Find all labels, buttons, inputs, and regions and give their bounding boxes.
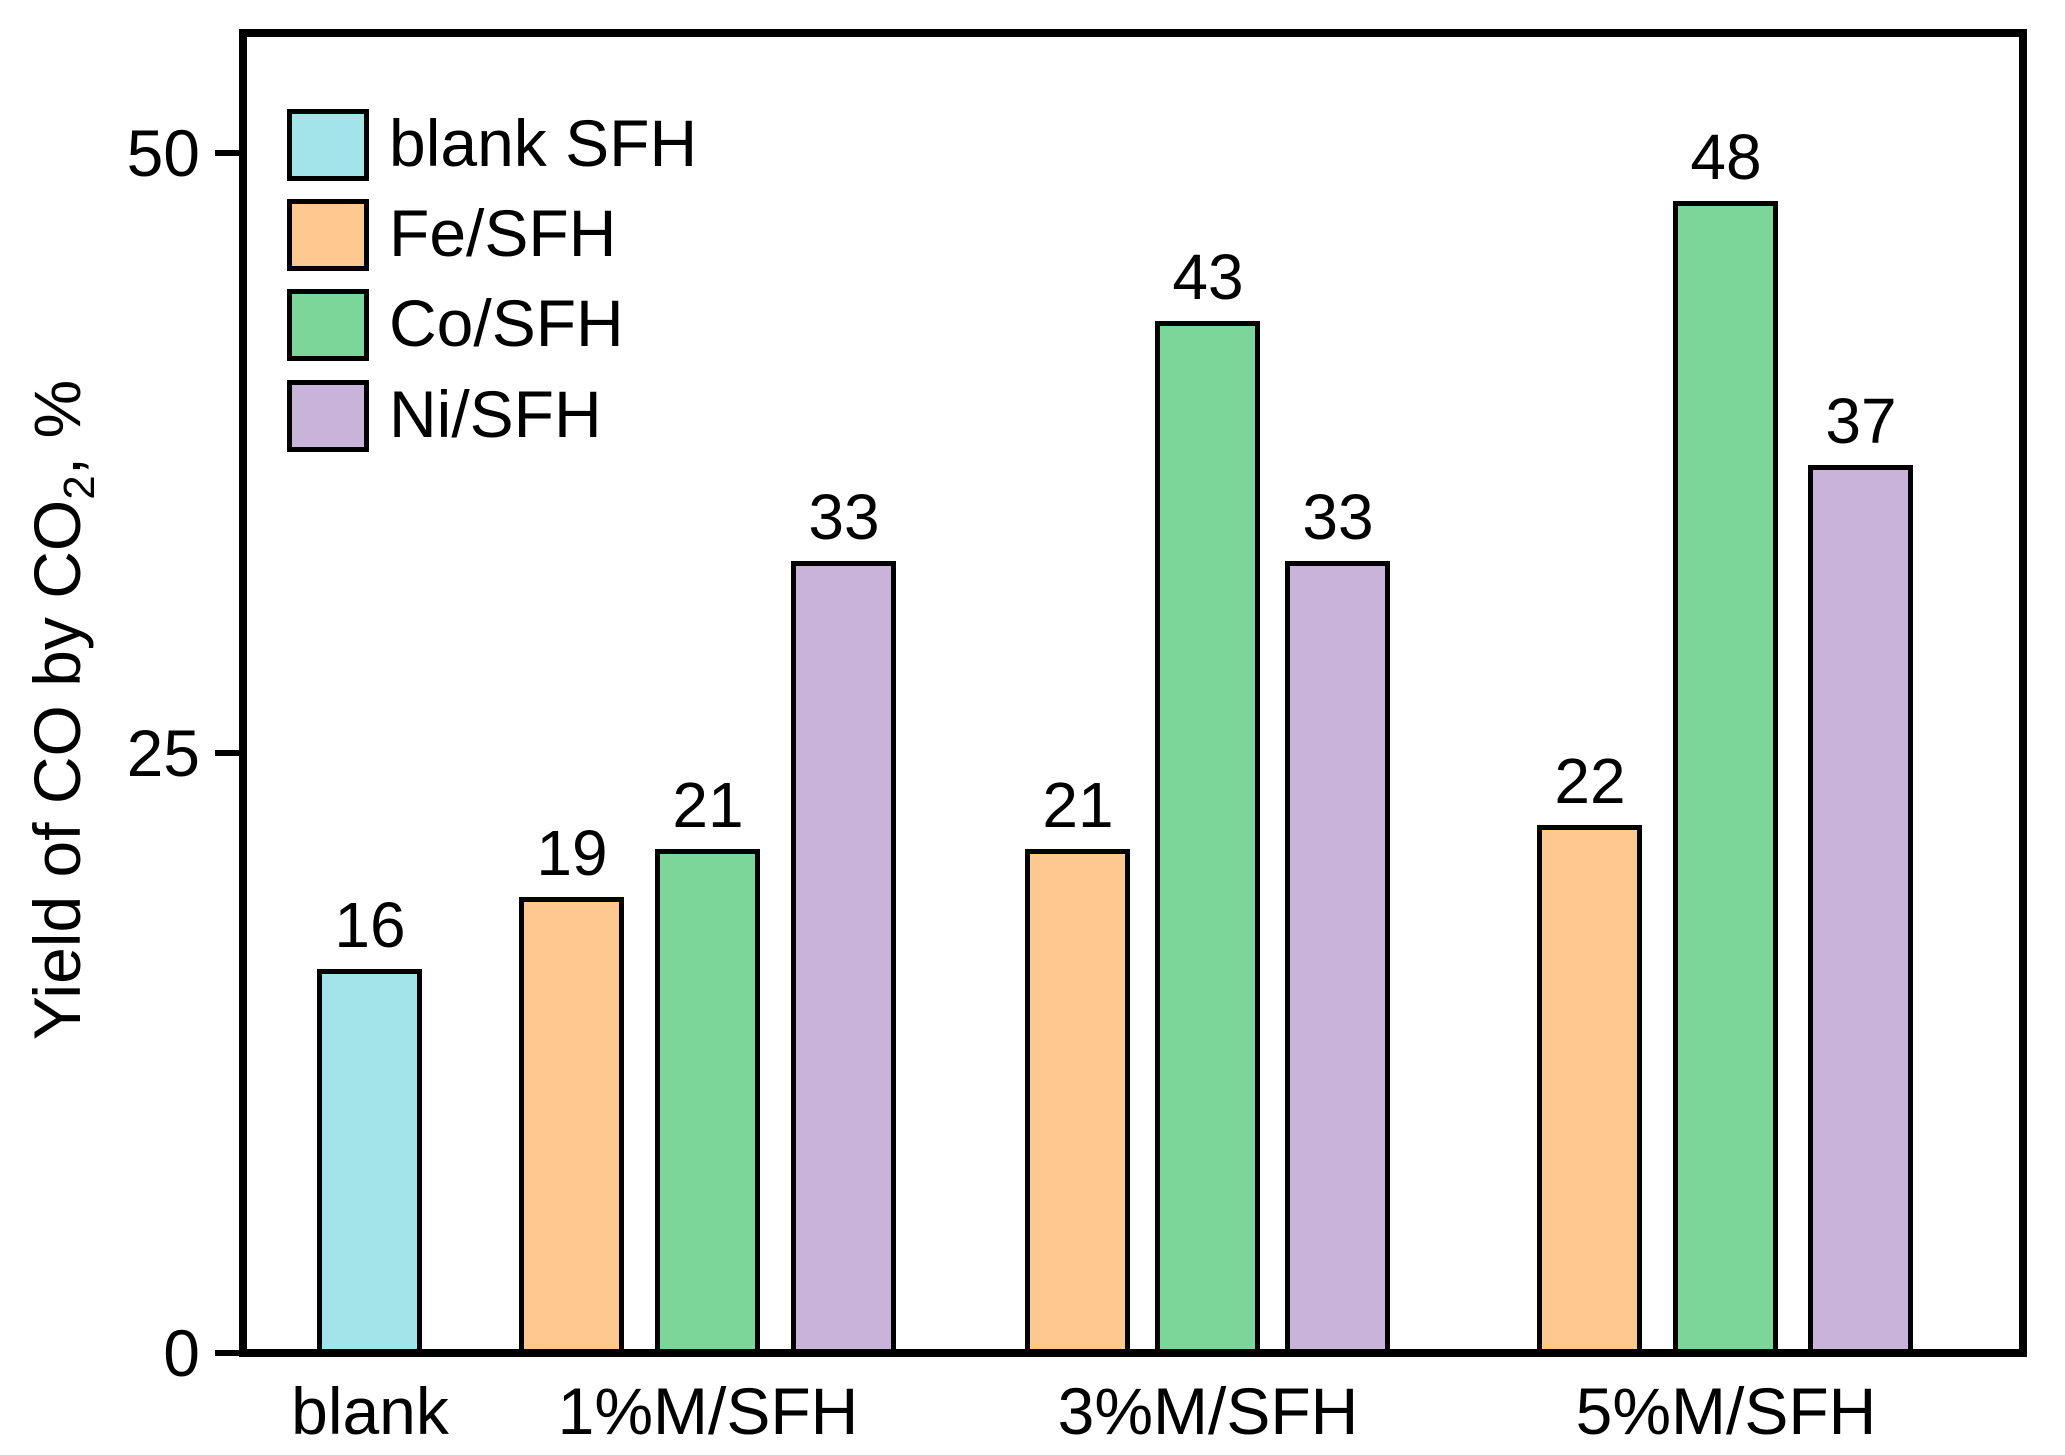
bar-fesfh-5MSFH	[1537, 825, 1642, 1355]
y-tick-label: 25	[126, 716, 200, 790]
legend-label-blanksfh: blank SFH	[389, 106, 698, 180]
bar-cosfh-5MSFH	[1673, 201, 1778, 1355]
y-axis-title: Yield of CO by CO2, %	[15, 320, 104, 1100]
bar-value-label: 16	[334, 889, 406, 961]
bar-value-label: 33	[1302, 481, 1374, 553]
bar-blanksfh-blank	[317, 969, 422, 1355]
legend-label-fesfh: Fe/SFH	[389, 196, 617, 270]
y-tick-label: 0	[163, 1316, 200, 1390]
bar-nisfh-1MSFH	[791, 561, 896, 1355]
y-axis-title-suffix: , %	[20, 379, 94, 476]
bar-value-label: 48	[1690, 121, 1762, 193]
x-tick-label-blank: blank	[291, 1374, 449, 1448]
legend-swatch-fesfh	[287, 199, 369, 271]
legend-swatch-nisfh	[287, 380, 369, 452]
y-tick-mark	[215, 1350, 243, 1356]
bar-value-label: 21	[672, 769, 744, 841]
legend-swatch-blanksfh	[287, 109, 369, 181]
x-tick-label-3MSFH: 3%M/SFH	[1057, 1374, 1359, 1448]
y-tick-mark	[215, 750, 243, 756]
legend-label-cosfh: Co/SFH	[389, 286, 624, 360]
bar-value-label: 19	[536, 817, 608, 889]
bar-value-label: 21	[1042, 769, 1114, 841]
bar-nisfh-5MSFH	[1808, 465, 1913, 1355]
bar-cosfh-1MSFH	[655, 849, 760, 1355]
x-tick-label-1MSFH: 1%M/SFH	[557, 1374, 859, 1448]
bar-value-label: 43	[1172, 241, 1244, 313]
bar-value-label: 33	[808, 481, 880, 553]
bar-value-label: 22	[1554, 745, 1626, 817]
y-axis-title-subscript: 2	[55, 475, 105, 500]
bar-fesfh-3MSFH	[1025, 849, 1130, 1355]
y-tick-mark	[215, 150, 243, 156]
bar-cosfh-3MSFH	[1155, 321, 1260, 1355]
bar-fesfh-1MSFH	[519, 897, 624, 1355]
bar-value-label: 37	[1825, 385, 1897, 457]
legend-swatch-cosfh	[287, 289, 369, 361]
legend-label-nisfh: Ni/SFH	[389, 377, 602, 451]
bar-nisfh-3MSFH	[1285, 561, 1390, 1355]
y-tick-label: 50	[126, 116, 200, 190]
x-tick-label-5MSFH: 5%M/SFH	[1575, 1374, 1877, 1448]
